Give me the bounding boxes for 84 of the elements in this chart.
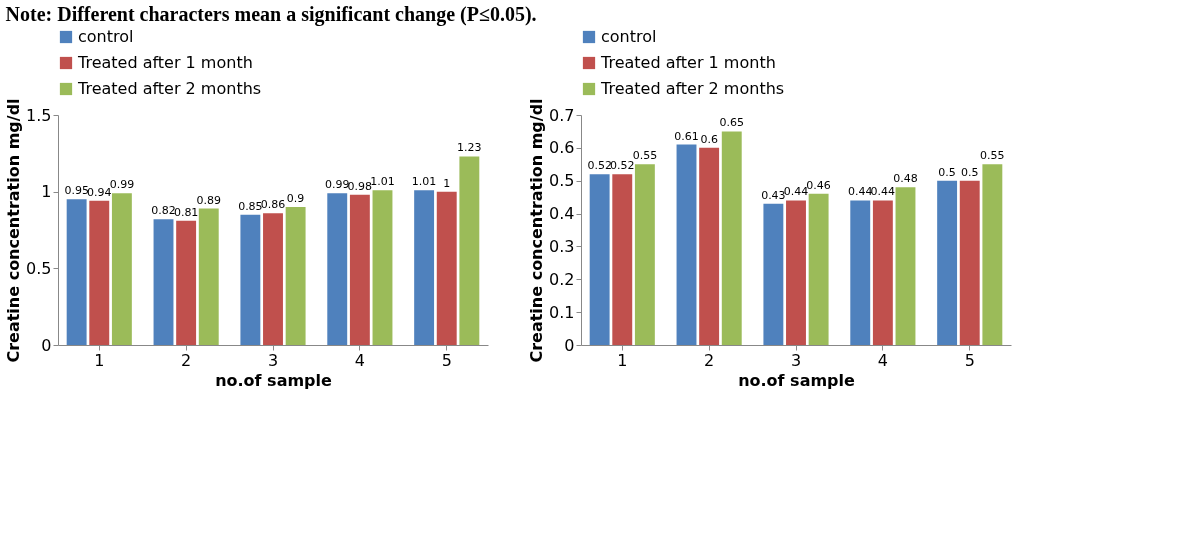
bar xyxy=(372,190,393,345)
bar xyxy=(198,208,219,345)
bar xyxy=(263,213,283,345)
data-label: 0.85 xyxy=(238,199,263,213)
x-tick-label: 2 xyxy=(704,350,715,370)
data-label: 0.82 xyxy=(151,204,176,218)
y-axis-title: Creatine concentration mg/dl xyxy=(527,98,547,363)
y-tick-label: 0.2 xyxy=(549,269,575,289)
data-label: 0.61 xyxy=(674,129,699,143)
bar xyxy=(153,219,174,345)
data-label: 1.23 xyxy=(457,141,482,155)
bar xyxy=(937,180,958,345)
bar xyxy=(111,193,132,345)
x-tick-label: 3 xyxy=(267,350,279,370)
y-tick-label: 0 xyxy=(564,335,575,355)
x-tick-label: 2 xyxy=(181,350,192,370)
y-tick-label: 0.5 xyxy=(549,171,575,191)
y-tick-label: 1.5 xyxy=(26,105,52,125)
bar xyxy=(327,193,348,345)
legend-label: Treated after 2 months xyxy=(600,79,785,98)
bar xyxy=(676,144,697,345)
x-tick-label: 4 xyxy=(354,350,365,370)
bar xyxy=(634,164,655,345)
data-label: 0.46 xyxy=(806,178,831,192)
data-label: 0.5 xyxy=(938,165,956,179)
bar xyxy=(240,214,261,345)
legend-label: control xyxy=(601,27,657,46)
x-axis-title: no.of sample xyxy=(738,370,856,390)
bar xyxy=(589,174,610,345)
x-tick-label: 5 xyxy=(964,350,975,370)
bar xyxy=(176,220,197,345)
bar xyxy=(959,180,980,345)
x-axis-title: no.of sample xyxy=(215,370,333,390)
data-label: 0.52 xyxy=(610,159,635,173)
bar xyxy=(459,156,480,345)
data-label: 0.44 xyxy=(848,185,873,199)
y-tick-label: 0.4 xyxy=(549,204,575,224)
bar xyxy=(721,131,742,345)
x-tick-label: 1 xyxy=(94,350,105,370)
data-label: 0.48 xyxy=(893,172,918,186)
x-tick-label: 4 xyxy=(877,350,888,370)
legend-label: Treated after 2 months xyxy=(77,79,262,98)
bar xyxy=(285,207,306,345)
data-label: 0.65 xyxy=(719,116,744,130)
bar xyxy=(612,174,633,345)
legend-label: Treated after 1 month xyxy=(600,53,776,72)
legend-label: control xyxy=(78,27,134,46)
y-tick-label: 0.5 xyxy=(26,258,52,278)
bar xyxy=(763,203,784,345)
x-tick-label: 1 xyxy=(617,350,628,370)
data-label: 1 xyxy=(443,176,451,190)
data-label: 0.52 xyxy=(587,159,612,173)
bar xyxy=(414,190,435,345)
bar xyxy=(872,200,893,345)
data-label: 0.89 xyxy=(196,193,221,207)
y-tick-label: 0.3 xyxy=(549,236,575,256)
y-tick-label: 0.6 xyxy=(549,138,575,158)
data-label: 0.44 xyxy=(870,185,896,199)
data-label: 0.99 xyxy=(109,178,135,192)
data-label: 0.55 xyxy=(980,149,1005,163)
data-label: 0.6 xyxy=(700,132,718,146)
bar xyxy=(66,199,87,345)
bar xyxy=(895,187,916,345)
bar xyxy=(982,164,1003,345)
x-tick-label: 3 xyxy=(790,350,802,370)
bar xyxy=(349,194,370,345)
bar xyxy=(699,147,720,345)
data-label: 0.5 xyxy=(960,165,979,179)
bar xyxy=(808,193,829,345)
data-label: 0.9 xyxy=(286,192,305,205)
bar xyxy=(850,200,871,345)
text: Note: Different characters mean a significant change (P≤0.05). xyxy=(5,3,537,26)
legend-label: Treated after 1 month xyxy=(77,53,253,72)
y-tick-label: 0 xyxy=(41,335,52,355)
data-label: 1.01 xyxy=(411,175,437,189)
y-tick-label: 1 xyxy=(41,182,52,202)
y-tick-label: 0.1 xyxy=(549,302,575,322)
x-tick-label: 5 xyxy=(441,350,452,370)
bar xyxy=(89,200,110,345)
y-tick-label: 0.7 xyxy=(549,105,575,125)
data-label: 0.95 xyxy=(64,184,89,198)
bar xyxy=(436,191,457,345)
bar xyxy=(786,200,806,345)
y-axis-title: Creatine concentration mg/dl xyxy=(4,98,24,363)
